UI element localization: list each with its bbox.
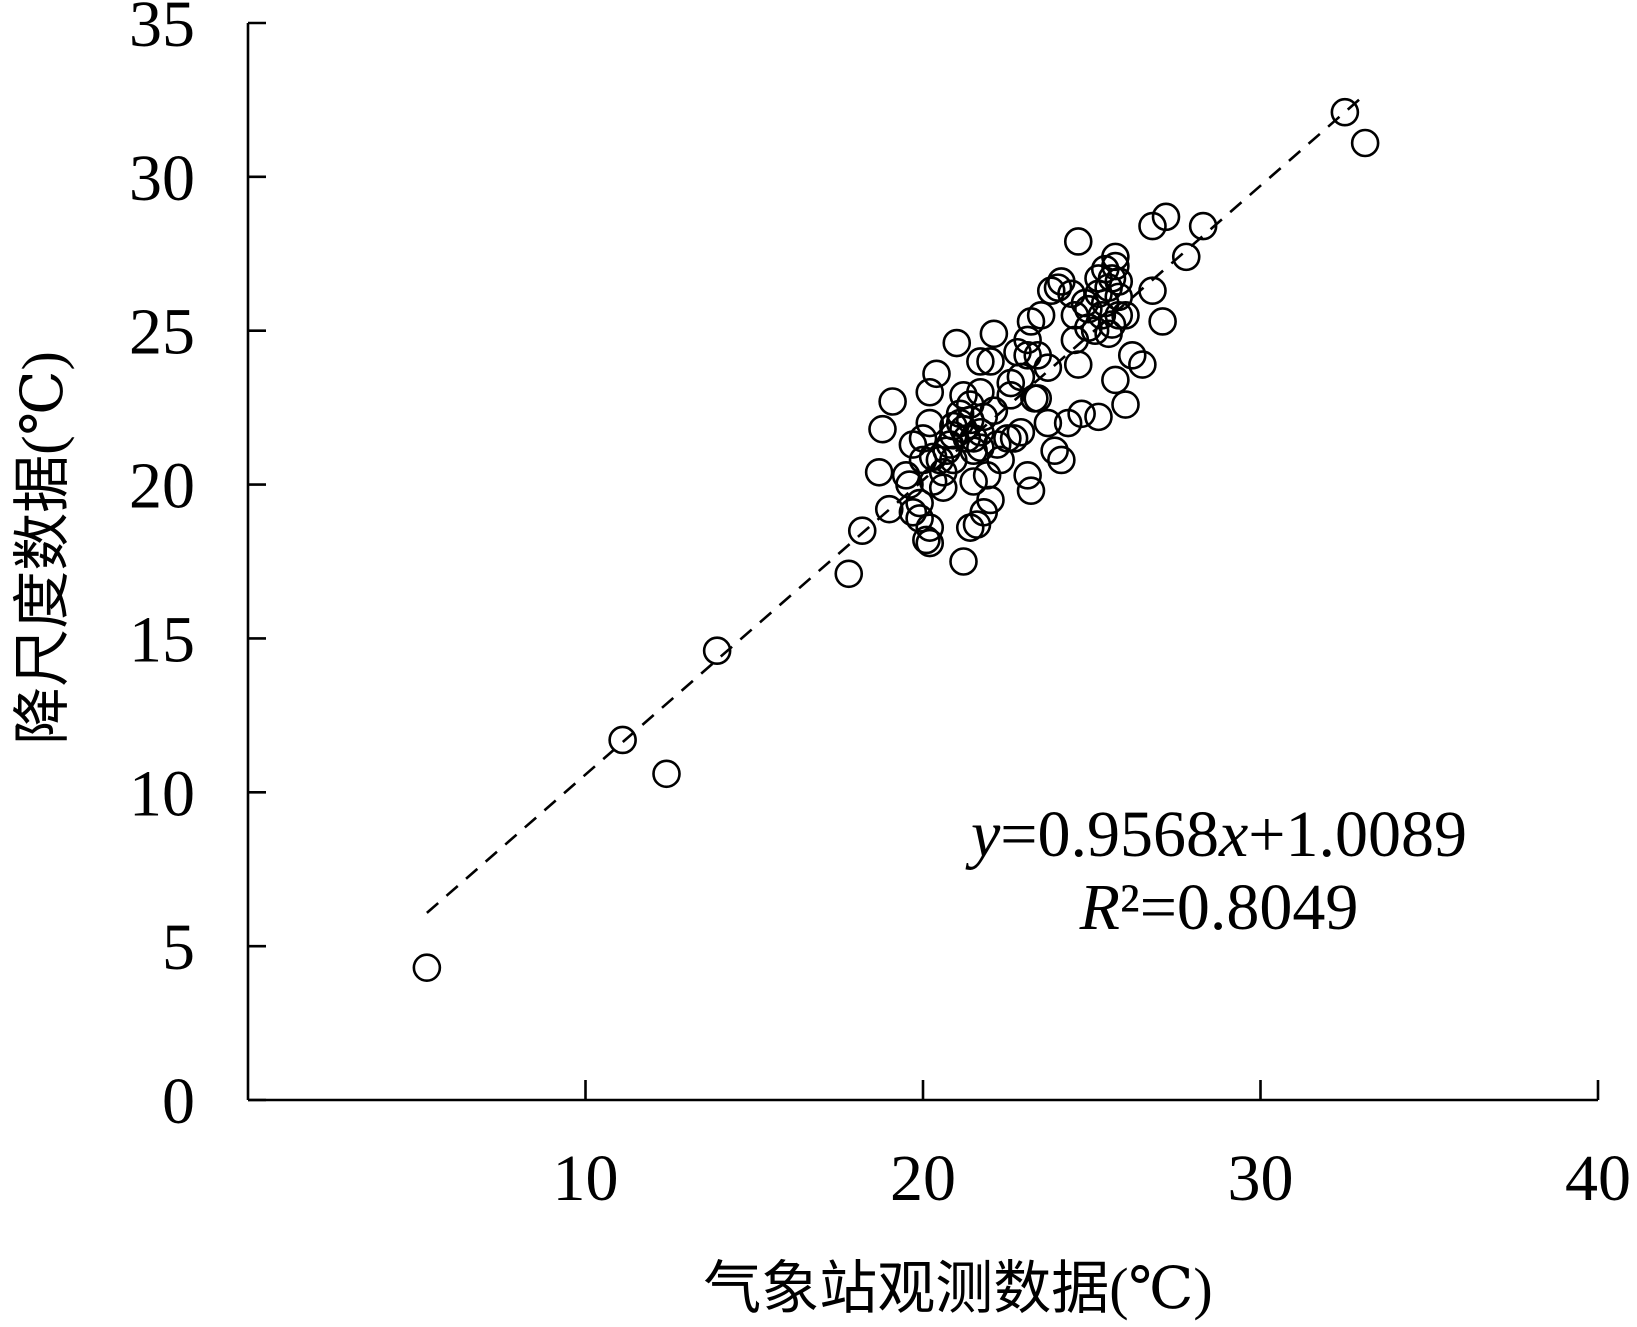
data-point bbox=[868, 414, 897, 444]
data-point bbox=[1063, 350, 1093, 379]
data-point bbox=[1074, 294, 1103, 324]
data-point bbox=[702, 636, 732, 666]
data-point bbox=[976, 347, 1005, 376]
data-point bbox=[1104, 282, 1134, 312]
y-tick-label: 20 bbox=[129, 450, 195, 523]
data-point bbox=[1104, 267, 1134, 296]
data-point bbox=[1040, 436, 1069, 466]
data-point bbox=[1138, 276, 1167, 306]
data-point bbox=[1097, 310, 1127, 339]
data-point bbox=[412, 953, 442, 982]
data-point bbox=[915, 528, 945, 558]
data-point bbox=[1148, 307, 1177, 336]
data-point bbox=[915, 408, 945, 438]
data-point bbox=[1016, 307, 1046, 336]
data-point bbox=[1036, 276, 1066, 306]
data-point bbox=[608, 725, 637, 755]
data-point bbox=[878, 387, 907, 416]
x-tick-label: 10 bbox=[553, 1142, 619, 1215]
data-point bbox=[905, 504, 934, 533]
y-axis-label: 降尺度数据(℃) bbox=[10, 351, 75, 745]
regression-equation: y=0.9568x+1.0089 bbox=[965, 798, 1467, 871]
y-tick-label: 10 bbox=[129, 757, 195, 830]
data-point bbox=[996, 381, 1026, 410]
y-tick-label: 25 bbox=[129, 296, 195, 369]
data-point bbox=[915, 513, 945, 542]
regression-trendline bbox=[426, 96, 1363, 914]
data-point bbox=[1070, 288, 1100, 318]
data-point bbox=[949, 381, 978, 410]
data-point bbox=[864, 457, 894, 487]
y-tick-label: 35 bbox=[129, 0, 195, 61]
data-point bbox=[993, 424, 1022, 453]
data-point bbox=[1138, 211, 1167, 241]
data-point bbox=[1033, 408, 1063, 438]
data-point bbox=[942, 328, 972, 358]
data-point bbox=[1053, 408, 1083, 438]
data-point bbox=[979, 319, 1009, 349]
y-tick-label: 30 bbox=[129, 142, 195, 215]
data-point bbox=[939, 411, 968, 441]
data-point bbox=[905, 488, 934, 518]
y-axis-ticks: 0 5 10 15 20 25 30 35 bbox=[129, 0, 266, 1138]
data-point bbox=[1047, 267, 1076, 296]
data-point bbox=[908, 424, 938, 453]
x-tick-label: 30 bbox=[1228, 1142, 1294, 1215]
x-axis-ticks: 10 20 30 40 bbox=[553, 1080, 1631, 1215]
data-point bbox=[966, 347, 995, 376]
data-point bbox=[959, 467, 988, 496]
data-point bbox=[874, 494, 904, 524]
data-point bbox=[915, 377, 945, 407]
data-point bbox=[999, 424, 1029, 453]
data-points bbox=[412, 97, 1380, 982]
data-point bbox=[1330, 97, 1360, 127]
data-point bbox=[1171, 242, 1201, 272]
data-point bbox=[949, 547, 978, 576]
data-point bbox=[966, 377, 995, 407]
data-point bbox=[1023, 384, 1053, 413]
data-point bbox=[922, 359, 951, 389]
data-point bbox=[1104, 301, 1134, 330]
data-point bbox=[1188, 211, 1218, 241]
data-point bbox=[1006, 417, 1036, 447]
data-point bbox=[1047, 445, 1076, 475]
data-point bbox=[1063, 227, 1093, 256]
data-point bbox=[1033, 353, 1063, 382]
data-point bbox=[925, 445, 955, 475]
data-point bbox=[1013, 461, 1042, 490]
data-point bbox=[1101, 365, 1130, 395]
r-squared-label: R²=0.8049 bbox=[1079, 871, 1359, 944]
data-point bbox=[834, 559, 864, 589]
data-point bbox=[1128, 350, 1157, 379]
data-point bbox=[1117, 341, 1147, 370]
x-tick-label: 40 bbox=[1565, 1142, 1631, 1215]
data-point bbox=[912, 525, 941, 555]
data-point bbox=[891, 461, 921, 490]
data-point bbox=[1016, 476, 1046, 506]
plot-area: 0 5 10 15 20 25 30 35 10 20 30 40 bbox=[129, 0, 1631, 1215]
data-point bbox=[898, 497, 928, 527]
y-tick-label: 0 bbox=[162, 1065, 195, 1138]
data-point bbox=[979, 396, 1009, 426]
data-point bbox=[1350, 128, 1380, 158]
y-tick-label: 5 bbox=[162, 911, 195, 984]
data-point bbox=[1084, 402, 1113, 432]
y-tick-label: 15 bbox=[129, 603, 195, 676]
data-point bbox=[1111, 390, 1140, 419]
x-axis-label: 气象站观测数据(℃) bbox=[703, 1256, 1213, 1321]
data-point bbox=[1084, 264, 1113, 293]
data-point bbox=[652, 759, 681, 789]
data-point bbox=[966, 433, 995, 462]
data-point bbox=[996, 368, 1026, 398]
data-point bbox=[847, 516, 877, 546]
x-tick-label: 20 bbox=[890, 1142, 956, 1215]
data-point bbox=[928, 473, 958, 502]
